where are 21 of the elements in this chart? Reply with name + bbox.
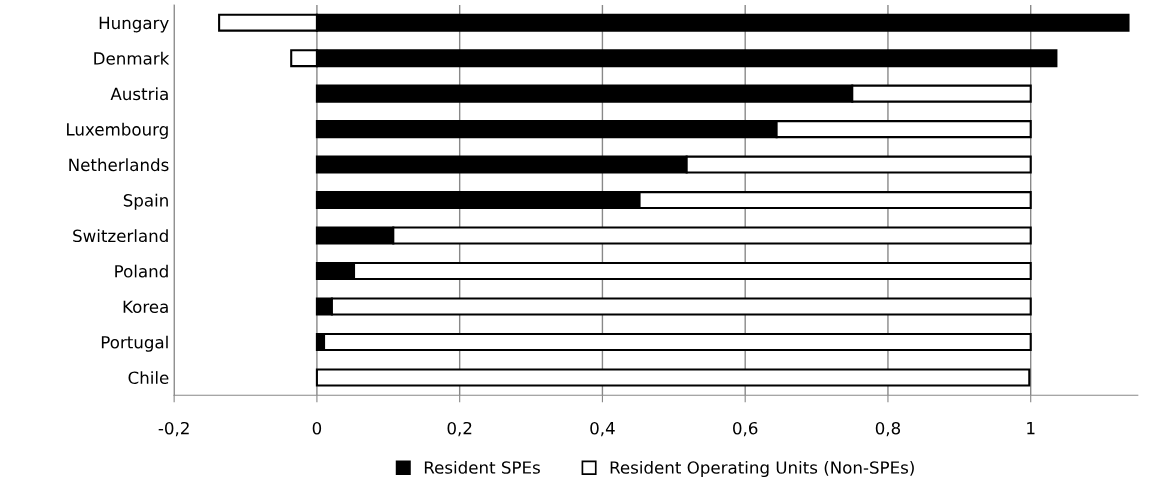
y-tick-label: Korea (123, 300, 168, 314)
x-tick-label: 0 (312, 421, 322, 435)
legend-label: Resident SPEs (424, 460, 540, 474)
y-tick-label: Denmark (94, 51, 170, 65)
x-tick-label: -0,2 (158, 421, 189, 437)
x-tick-label: 0,6 (733, 421, 758, 437)
y-tick-label: Portugal (101, 335, 168, 352)
x-tick-label: 0,4 (590, 421, 615, 437)
y-tick-label: Spain (123, 193, 168, 210)
legend-label: Resident Operating Units (Non-SPEs) (610, 460, 914, 478)
y-tick-label: Hungary (99, 16, 169, 33)
y-tick-label: Austria (110, 87, 168, 101)
y-tick-label: Netherlands (69, 158, 169, 172)
x-tick-label: 0,8 (875, 421, 901, 437)
y-tick-label: Switzerland (73, 229, 168, 243)
y-tick-label: Luxembourg (67, 122, 168, 139)
y-tick-label: Poland (115, 264, 168, 278)
x-tick-label: 0,2 (447, 421, 472, 437)
bar (315, 368, 1031, 387)
x-tick-label: 1 (1027, 422, 1035, 435)
y-tick-label: Chile (128, 371, 169, 385)
